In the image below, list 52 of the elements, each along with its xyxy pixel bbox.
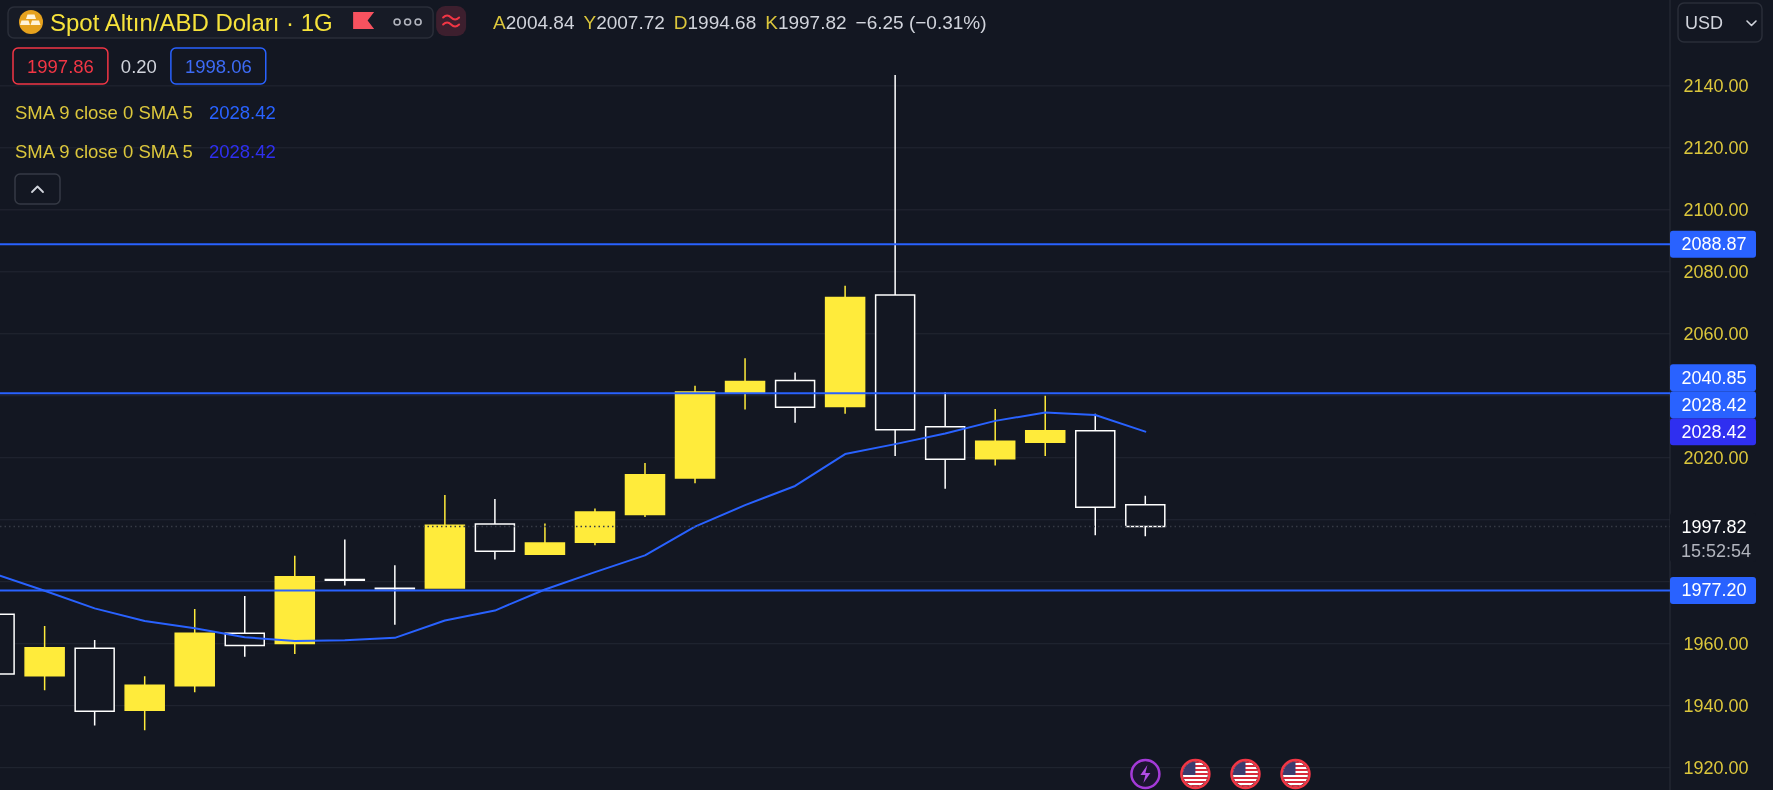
y-tick-label: 1940.00 [1683, 695, 1749, 716]
candlestick [624, 462, 666, 518]
candlestick [174, 608, 215, 694]
annotation: SMA 9 close 0 SMA 5 [15, 101, 193, 123]
y-tick-label: 2140.00 [1683, 75, 1749, 96]
annotation: −6.25 (−0.31%) [855, 11, 987, 33]
candlestick [924, 391, 966, 490]
candlestick [324, 538, 366, 587]
annotation: 1998.06 [184, 55, 252, 77]
annotation: SMA 9 close 0 SMA 5 [15, 140, 193, 162]
text: 2028.42 [1681, 421, 1747, 442]
candlestick [24, 625, 65, 691]
candlestick [824, 285, 866, 415]
candlestick [1024, 395, 1066, 457]
ref-line-label: 1977.20 [1681, 580, 1747, 601]
chart-title: Spot Altın/ABD Doları · 1G [50, 8, 333, 36]
candlestick [474, 498, 516, 561]
y-tick-label: 1960.00 [1683, 633, 1749, 654]
annotation: D1994.68 [673, 11, 757, 33]
annotation: A2004.84 [493, 11, 575, 33]
annotation: 2028.42 [208, 140, 276, 162]
annotation: 2028.42 [208, 101, 276, 123]
annotation: Y2007.72 [583, 11, 665, 33]
candlestick [274, 554, 316, 655]
candlestick [674, 385, 716, 484]
candlestick [1125, 495, 1166, 537]
candlestick [424, 494, 466, 589]
ref-line-label: 2040.85 [1681, 367, 1747, 388]
y-tick-label: 2120.00 [1683, 137, 1749, 158]
candlestick [874, 74, 916, 457]
text: 2028.42 [1681, 394, 1747, 415]
y-tick-label: 1920.00 [1683, 757, 1749, 778]
text: USD [1685, 13, 1724, 33]
annotation: K1997.82 [765, 11, 847, 33]
candlestick [574, 507, 616, 546]
annotation: 1997.86 [27, 55, 94, 77]
candlestick [124, 675, 165, 731]
candlestick [374, 564, 416, 626]
annotation: 0.20 [120, 55, 157, 77]
ref-line-label: 2088.87 [1681, 234, 1747, 255]
text: 15:52:54 [1680, 540, 1752, 561]
candlestick [1075, 413, 1116, 536]
ref-line-label: 1997.82 [1681, 516, 1747, 537]
candlestick [74, 639, 115, 727]
candlestick [774, 371, 816, 424]
candlestick [724, 357, 766, 411]
y-tick-label: 2080.00 [1683, 261, 1749, 282]
candlestick [974, 408, 1016, 467]
y-tick-label: 2060.00 [1683, 323, 1749, 344]
y-tick-label: 2020.00 [1683, 447, 1749, 468]
candlestick [524, 522, 566, 555]
y-tick-label: 2100.00 [1683, 199, 1749, 220]
